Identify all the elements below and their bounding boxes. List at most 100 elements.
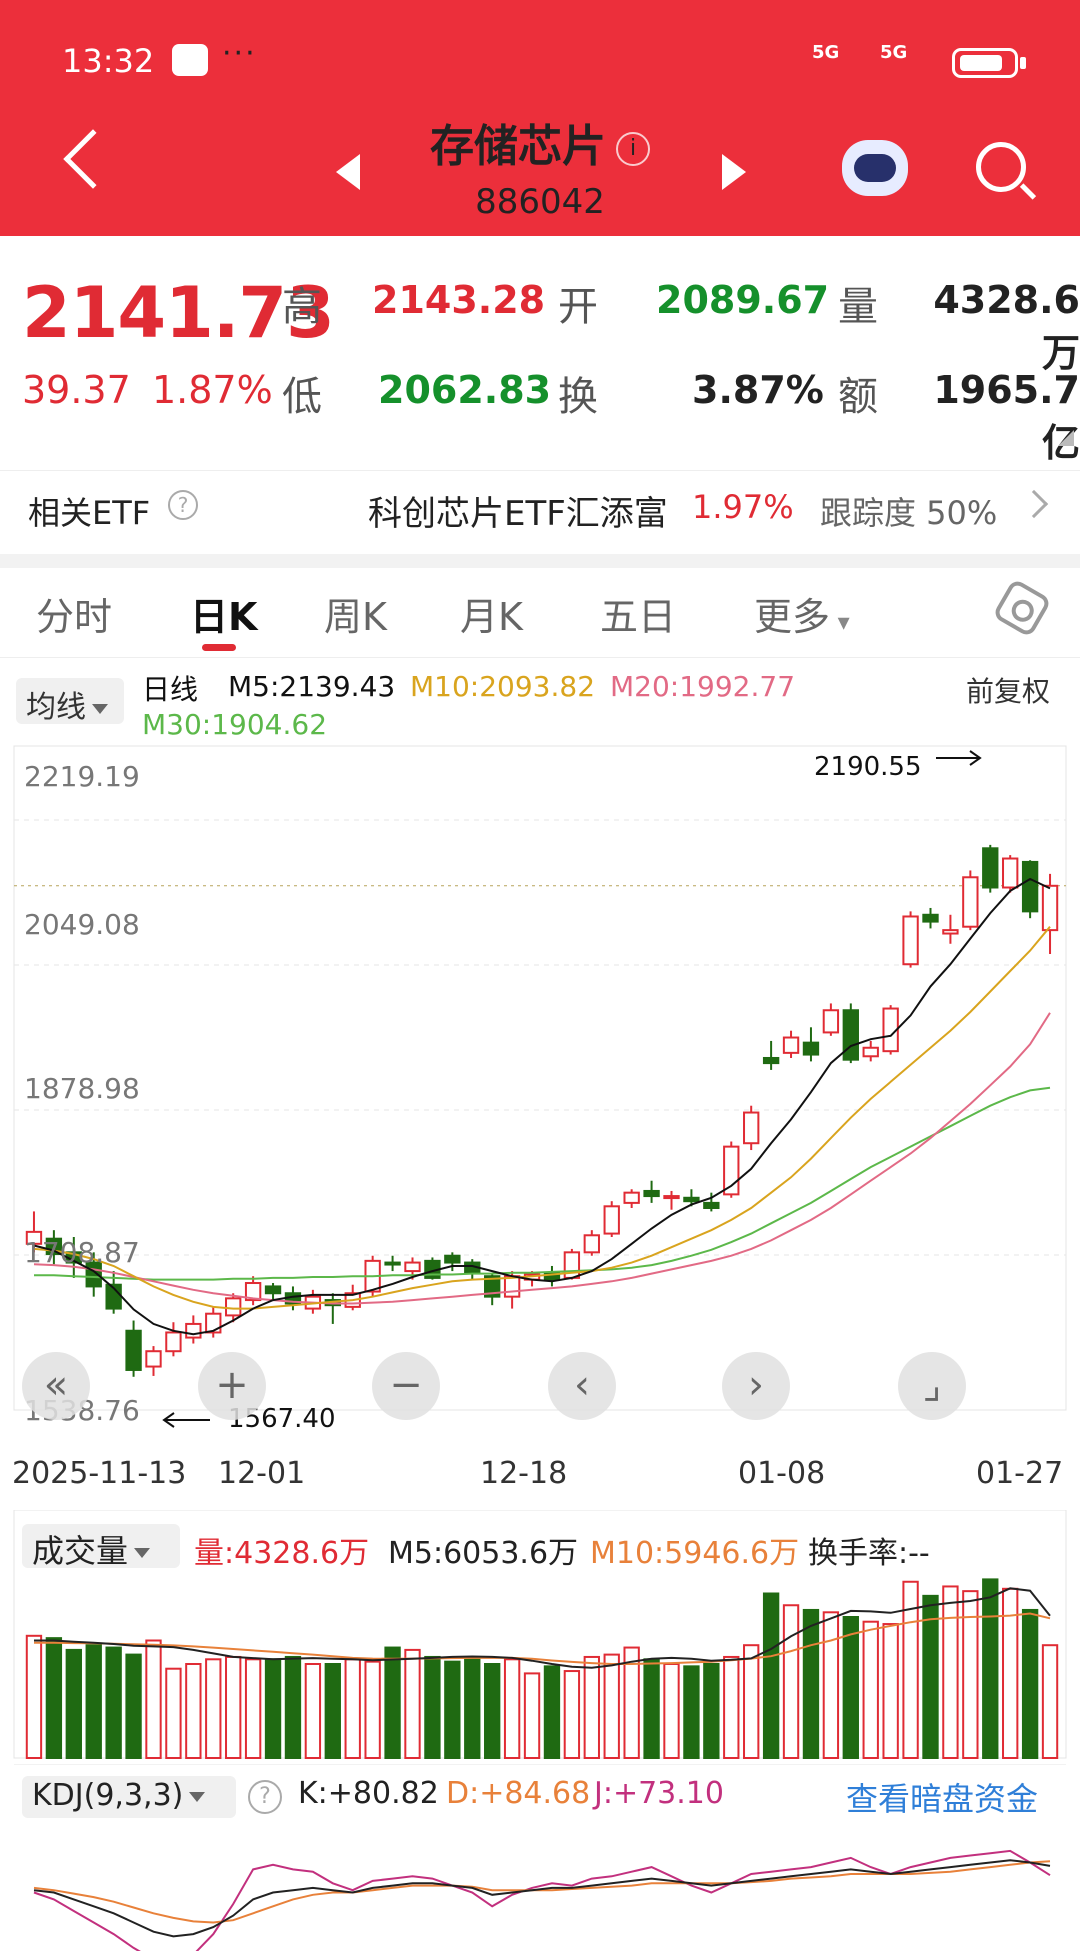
volume-bar bbox=[1041, 1644, 1059, 1759]
view-dark-pool-link[interactable]: 查看暗盘资金 bbox=[846, 1780, 1039, 1818]
ma30-line bbox=[34, 1086, 1051, 1281]
tab-monthly-k[interactable]: 月K bbox=[460, 595, 523, 639]
low-label: 低 bbox=[282, 374, 322, 420]
zoom-out-button[interactable]: − bbox=[372, 1352, 440, 1420]
pan-right-button[interactable]: › bbox=[722, 1352, 790, 1420]
candle-body bbox=[982, 847, 999, 889]
volume-bar bbox=[304, 1663, 322, 1759]
fullscreen-button[interactable]: ⌟ bbox=[898, 1352, 966, 1420]
price-change-pct: 1.87% bbox=[152, 368, 273, 412]
candlestick-chart[interactable] bbox=[0, 740, 1080, 1440]
candle-body bbox=[802, 1041, 820, 1056]
candle-body bbox=[762, 1056, 780, 1065]
volume-bar bbox=[244, 1658, 262, 1759]
candle-body bbox=[743, 1111, 760, 1145]
app-icon bbox=[172, 44, 208, 76]
volume-dropdown[interactable]: 成交量 bbox=[22, 1524, 180, 1570]
candle-body bbox=[444, 1254, 461, 1264]
kdj-dropdown[interactable]: KDJ(9,3,3) bbox=[22, 1776, 236, 1818]
pan-left-button[interactable]: ‹ bbox=[548, 1352, 616, 1420]
candle-body bbox=[1002, 857, 1019, 889]
etf-change: 1.97% bbox=[692, 488, 794, 526]
candle-body bbox=[902, 915, 919, 966]
zoom-in-button[interactable]: + bbox=[198, 1352, 266, 1420]
volume-bar bbox=[324, 1663, 341, 1759]
x-tick-label: 01-27 bbox=[976, 1456, 1064, 1491]
kdj-chart[interactable] bbox=[0, 1764, 1080, 1951]
rewind-button[interactable]: « bbox=[22, 1352, 90, 1420]
volume-bar bbox=[125, 1653, 142, 1760]
ma-dropdown-label: 均线 bbox=[26, 690, 86, 725]
tab-daily-k[interactable]: 日K bbox=[190, 595, 258, 639]
turnover-rate-legend: 换手率:-- bbox=[808, 1536, 930, 1571]
volume-bar bbox=[802, 1608, 820, 1759]
status-time: 13:32 bbox=[62, 42, 155, 80]
chart-tabs bbox=[0, 568, 1080, 658]
tab-weekly-k[interactable]: 周K bbox=[324, 595, 387, 639]
x-tick-label: 12-01 bbox=[218, 1456, 306, 1491]
volume-chart[interactable] bbox=[0, 1510, 1080, 1760]
high-value: 2143.28 bbox=[372, 278, 546, 322]
volume-bar bbox=[404, 1648, 421, 1759]
volume-bar bbox=[424, 1655, 441, 1759]
ma20-line bbox=[33, 1012, 1051, 1305]
current-price: 2141.73 bbox=[22, 272, 335, 354]
candle-body bbox=[643, 1189, 660, 1198]
turnover-value: 3.87% bbox=[692, 368, 824, 412]
kdj-j-line bbox=[33, 1849, 1051, 1951]
robot-assistant-icon[interactable] bbox=[842, 140, 908, 196]
kdj-dropdown-label: KDJ(9,3,3) bbox=[32, 1778, 184, 1813]
candle-body bbox=[603, 1205, 620, 1235]
volume-ma5-line bbox=[34, 1587, 1051, 1669]
stock-code: 886042 bbox=[475, 182, 605, 222]
tab-five-day[interactable]: 五日 bbox=[600, 595, 677, 639]
search-icon[interactable] bbox=[976, 142, 1026, 192]
info-icon[interactable]: i bbox=[616, 132, 650, 166]
signal-icon-2: 5G bbox=[880, 42, 908, 63]
volume-bar bbox=[264, 1658, 282, 1759]
x-tick-label: 2025-11-13 bbox=[12, 1456, 187, 1491]
page-title: 存储芯片 i bbox=[0, 110, 1080, 174]
tab-intraday[interactable]: 分时 bbox=[36, 595, 113, 639]
candle-body bbox=[623, 1191, 640, 1204]
high-label: 高 bbox=[282, 284, 322, 330]
kdj-help-icon[interactable]: ? bbox=[248, 1780, 282, 1814]
expand-corner-icon[interactable] bbox=[1058, 430, 1074, 446]
volume-bar bbox=[942, 1585, 959, 1759]
candle-body bbox=[404, 1261, 421, 1273]
candle-body bbox=[922, 913, 939, 923]
candle-body bbox=[703, 1201, 720, 1210]
ma10-line bbox=[33, 926, 1051, 1310]
low-value: 2062.83 bbox=[378, 368, 552, 412]
volume-bar bbox=[922, 1594, 939, 1759]
ma5-legend: M5:2139.43 bbox=[228, 670, 396, 703]
ma-dropdown[interactable]: 均线 bbox=[16, 678, 124, 725]
etf-name[interactable]: 科创芯片ETF汇添富 bbox=[368, 494, 668, 534]
x-tick-label: 01-08 bbox=[738, 1456, 826, 1491]
volume-bar bbox=[563, 1670, 581, 1759]
volume-bar bbox=[205, 1658, 222, 1759]
ma10-legend: M10:2093.82 bbox=[410, 670, 596, 703]
etf-tracking: 跟踪度 50% bbox=[820, 494, 998, 532]
volume-bar bbox=[165, 1667, 182, 1759]
candle-body bbox=[962, 876, 979, 928]
volume-bar bbox=[982, 1578, 999, 1760]
prev-stock-icon[interactable] bbox=[336, 154, 360, 190]
volume-bar bbox=[723, 1655, 740, 1759]
amount-label: 额 bbox=[838, 374, 878, 420]
candle-body bbox=[484, 1275, 501, 1298]
amount-value: 1965.7亿 bbox=[933, 368, 1080, 465]
volume-bar bbox=[503, 1658, 521, 1759]
next-stock-icon[interactable] bbox=[722, 154, 746, 190]
tab-more[interactable]: 更多 ▾ bbox=[754, 595, 850, 639]
volume-bar bbox=[364, 1660, 381, 1759]
volume-value-legend: 量:4328.6万 bbox=[194, 1536, 370, 1571]
related-etf-row[interactable] bbox=[0, 470, 1080, 554]
volume-bar bbox=[683, 1665, 700, 1760]
volume-bar bbox=[703, 1663, 720, 1759]
volume-dropdown-label: 成交量 bbox=[32, 1532, 129, 1570]
etf-label: 相关ETF bbox=[28, 494, 151, 532]
adjust-mode[interactable]: 前复权 bbox=[966, 675, 1051, 708]
volume-bar bbox=[822, 1611, 840, 1759]
help-icon[interactable]: ? bbox=[168, 490, 198, 520]
